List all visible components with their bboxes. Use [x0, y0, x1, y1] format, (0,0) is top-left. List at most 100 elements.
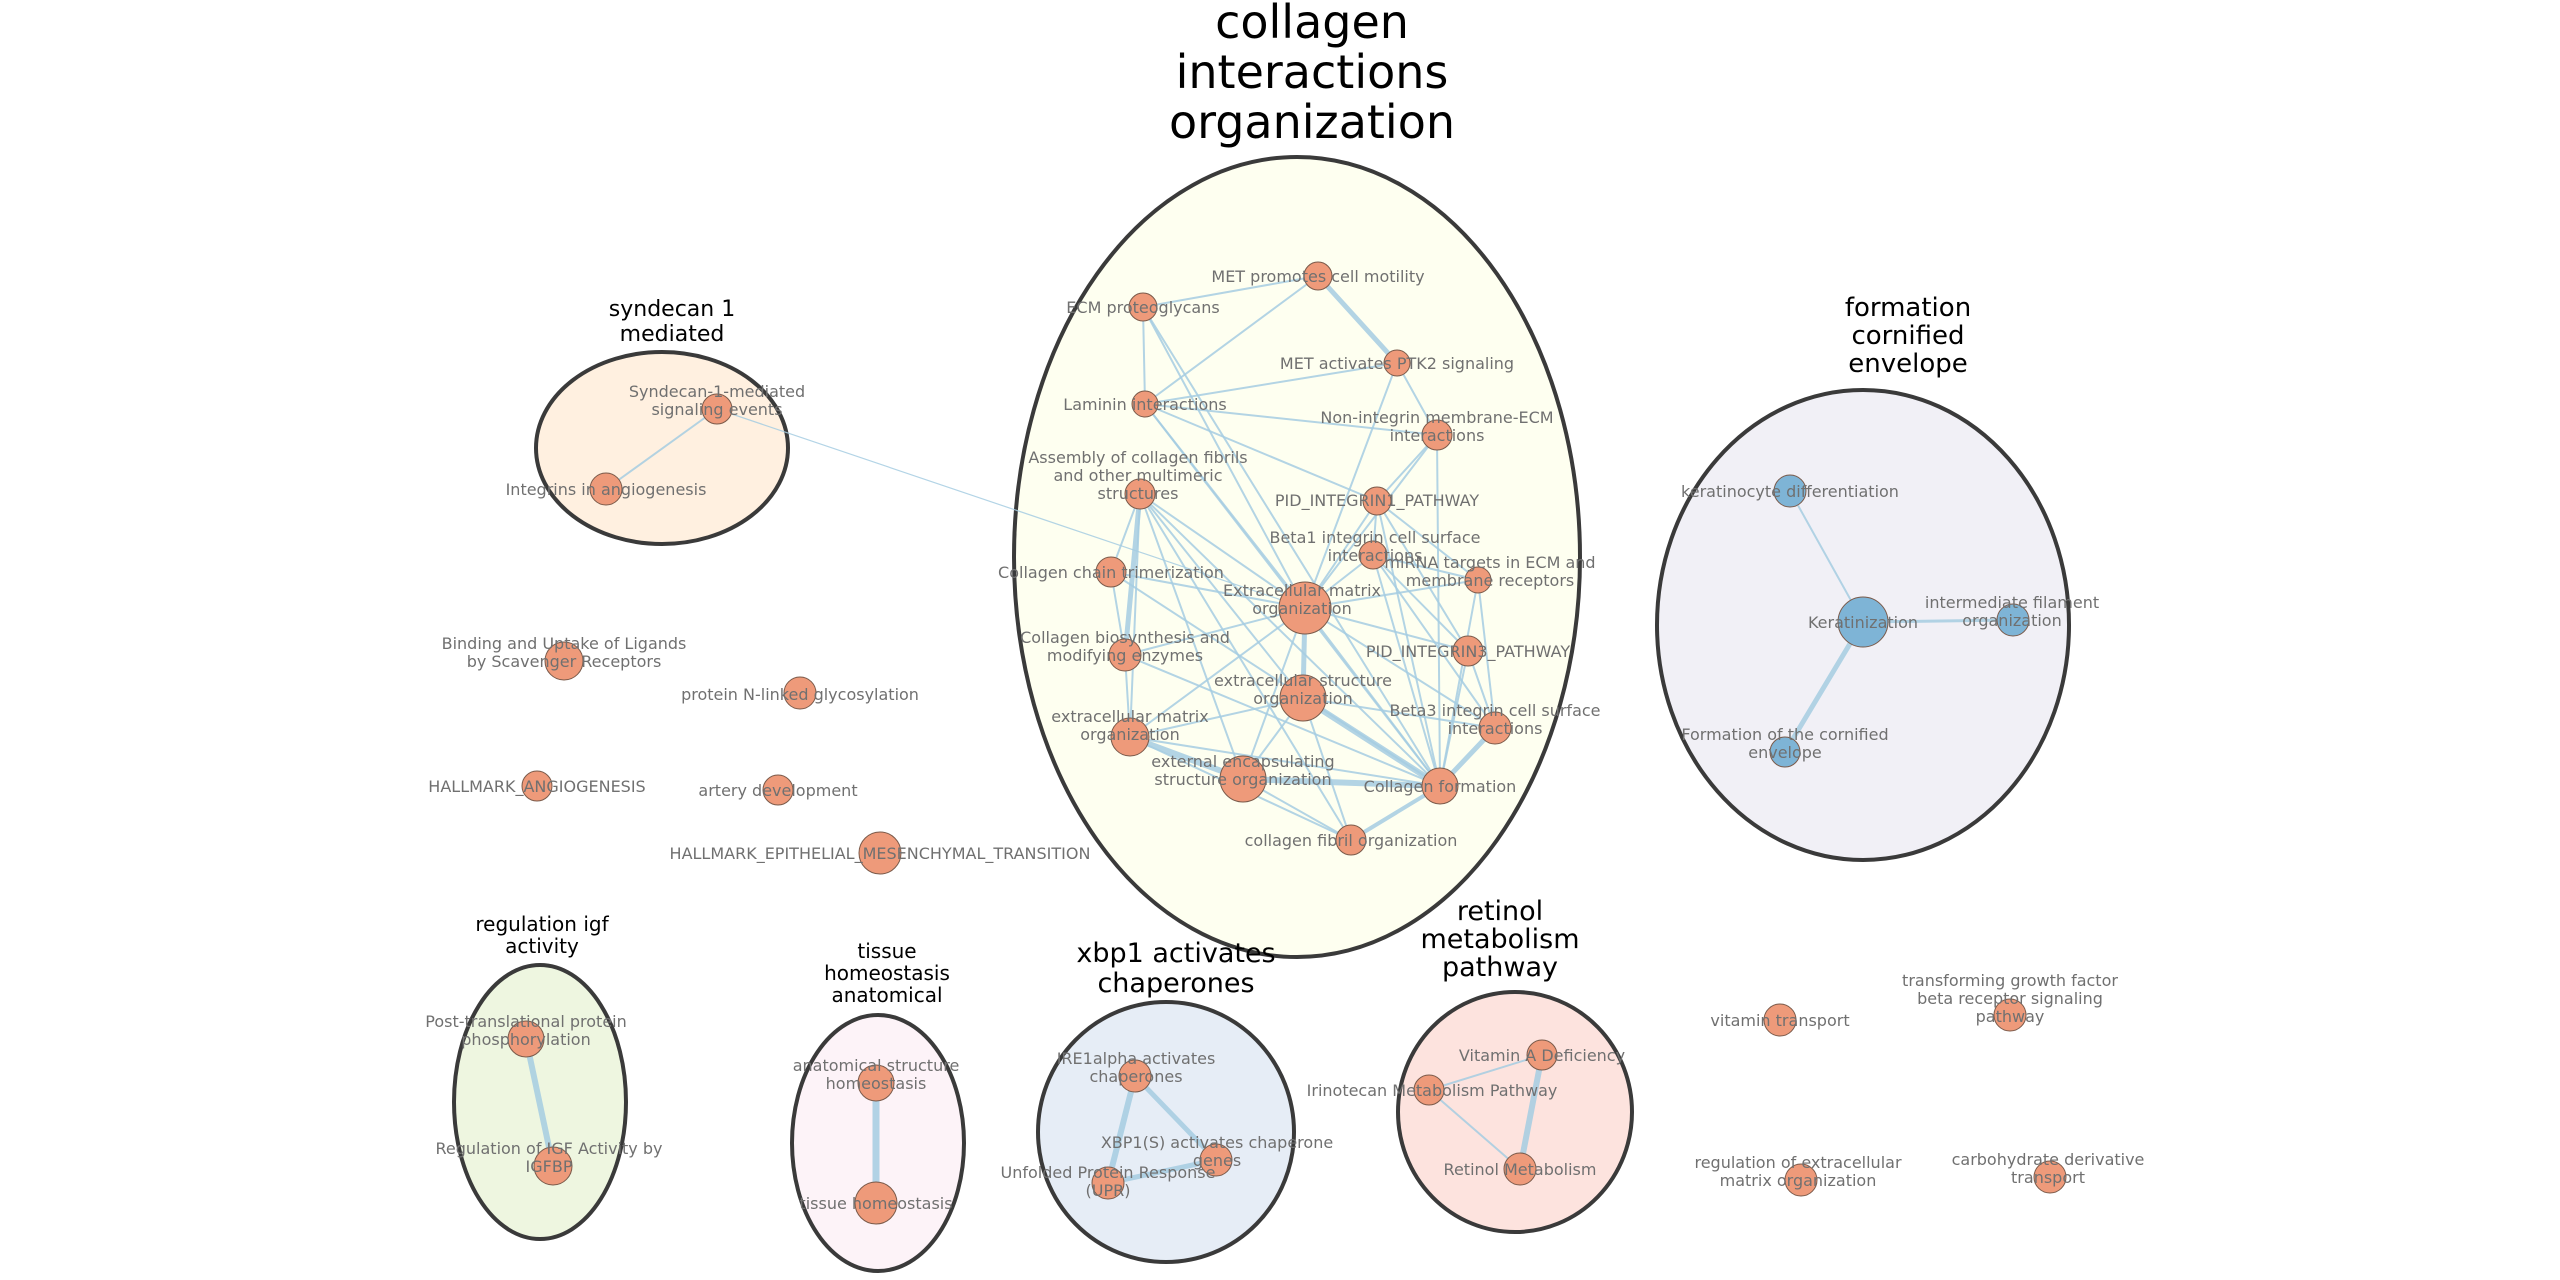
node-label-tgf_beta: transforming growth factor beta receptor … — [1902, 971, 2118, 1026]
cluster-title-line: syndecan 1 — [609, 297, 735, 322]
node-cornified_envelope[interactable] — [1769, 736, 1801, 768]
node-ecm_organization_main[interactable] — [1278, 581, 1332, 635]
edge-laminin-non_integrin — [1144, 403, 1438, 436]
node-carbohydrate_transport[interactable] — [2033, 1160, 2067, 1194]
node-assembly_collagen[interactable] — [1124, 478, 1156, 510]
node-artery_development[interactable] — [762, 774, 794, 806]
node-label-post_translational: Post-translational protein phosphorylatio… — [425, 1012, 627, 1049]
node-vitamin_transport[interactable] — [1763, 1003, 1797, 1037]
node-label-line: Collagen chain trimerization — [998, 563, 1224, 582]
cluster-title-collagen: collagen interactions organization — [1169, 0, 1455, 149]
cluster-title-line: formation — [1845, 293, 1971, 323]
node-label-hallmark_angiogenesis: HALLMARK_ANGIOGENESIS — [428, 777, 645, 797]
edge-vitamin_a_deficiency-retinol_metabolism — [1517, 1052, 1545, 1172]
node-label-line: chaperones — [1089, 1067, 1182, 1086]
node-laminin[interactable] — [1131, 390, 1159, 418]
node-protein_n_linked[interactable] — [783, 676, 817, 710]
node-syndecan_targets[interactable] — [701, 393, 733, 425]
node-ecm_organization_lower[interactable] — [1110, 717, 1150, 757]
node-label-collagen_trimerization: Collagen chain trimerization — [998, 563, 1224, 582]
cluster-title-tissue: tissue homeostasis anatomical — [824, 939, 950, 1007]
cluster-title-cornified: formation cornified envelope — [1845, 293, 1971, 379]
node-keratinocyte_diff[interactable] — [1773, 474, 1807, 508]
edge-met_motility-ecm_proteoglycans — [1142, 275, 1319, 308]
edge-pid_integrin1-pid_integrin3 — [1376, 500, 1469, 652]
node-collagen_fibril[interactable] — [1335, 824, 1367, 856]
node-label-vitamin_transport: vitamin transport — [1710, 1011, 1849, 1030]
node-label-line: Unfolded Protein Response — [1001, 1163, 1216, 1182]
node-met_ptk2[interactable] — [1383, 349, 1411, 377]
node-label-line: by Scavenger Receptors — [467, 652, 662, 671]
node-collagen_formation[interactable] — [1421, 767, 1459, 805]
node-beta1_integrin[interactable] — [1358, 540, 1388, 570]
node-label-syndecan_targets: Syndecan-1-mediated signaling events — [629, 382, 805, 419]
node-label-line: homeostasis — [826, 1074, 927, 1093]
node-regulation_igf[interactable] — [533, 1146, 573, 1186]
node-tgf_beta[interactable] — [1993, 998, 2027, 1032]
node-external_encapsulating[interactable] — [1219, 755, 1267, 803]
node-label-beta1_integrin: Beta1 integrin cell surface interactions — [1269, 528, 1480, 565]
edge-met_motility-laminin — [1144, 275, 1319, 405]
node-vitamin_a_deficiency[interactable] — [1526, 1039, 1558, 1071]
node-non_integrin[interactable] — [1421, 419, 1453, 451]
edge-layer — [523, 273, 2015, 1207]
node-label-beta3_integrin: Beta3 integrin cell surface interactions — [1389, 701, 1600, 738]
node-post_translational[interactable] — [507, 1020, 545, 1058]
node-label-carbohydrate_transport: carbohydrate derivative transport — [1952, 1150, 2145, 1187]
node-integrins_angiogenesis[interactable] — [589, 472, 623, 506]
node-retinol_metabolism[interactable] — [1503, 1152, 1537, 1186]
node-tissue_homeostasis[interactable] — [854, 1181, 898, 1225]
node-label-line: structure organization — [1154, 770, 1331, 789]
node-label-line: tissue homeostasis — [799, 1194, 952, 1213]
node-intermediate_filament[interactable] — [1996, 603, 2030, 637]
node-xbp1s[interactable] — [1199, 1143, 1233, 1177]
node-label-line: Assembly of collagen fibrils — [1028, 448, 1247, 467]
node-label-line: pathway — [1976, 1007, 2045, 1026]
edge-extracellular_structure-ecm_organization_lower — [1129, 697, 1304, 738]
node-label-non_integrin: Non-integrin membrane-ECM interactions — [1320, 408, 1553, 445]
node-label-line: HALLMARK_EPITHELIAL_MESENCHYMAL_TRANSITI… — [670, 844, 1091, 864]
node-hallmark_angiogenesis[interactable] — [521, 770, 553, 802]
label-layer: MET promotes cell motility ECM proteoglyc… — [425, 267, 2144, 1213]
cluster-title-line: metabolism — [1420, 924, 1579, 955]
node-beta3_integrin[interactable] — [1478, 711, 1512, 745]
edge-met_motility-met_ptk2 — [1315, 273, 1400, 366]
node-layer — [507, 261, 2067, 1225]
edge-ecm_organization_main-collagen_formation — [1304, 607, 1441, 787]
node-ire1alpha[interactable] — [1118, 1059, 1152, 1093]
node-upr[interactable] — [1091, 1166, 1125, 1200]
node-ecm_proteoglycans[interactable] — [1128, 292, 1158, 322]
node-regulation_ecm[interactable] — [1784, 1163, 1818, 1197]
node-irinotecan[interactable] — [1413, 1074, 1445, 1106]
node-label-pid_integrin3: PID_INTEGRIN3_PATHWAY — [1366, 642, 1570, 662]
node-label-line: Collagen biosynthesis and — [1020, 628, 1230, 647]
node-label-line: XBP1(S) activates chaperone — [1101, 1133, 1333, 1152]
node-label-line: carbohydrate derivative — [1952, 1150, 2145, 1169]
node-collagen_biosynthesis[interactable] — [1108, 638, 1142, 672]
node-anatomical_homeostasis[interactable] — [857, 1064, 895, 1102]
cluster-title-line: tissue — [857, 939, 916, 963]
node-extracellular_structure[interactable] — [1279, 674, 1327, 722]
node-label-line: organization — [1252, 599, 1351, 618]
edge-collagen_formation-mirna_ecm — [1439, 579, 1479, 787]
edge-assembly_collagen-ecm_organization_main — [1139, 493, 1306, 609]
node-keratinization[interactable] — [1837, 596, 1889, 648]
node-met_motility[interactable] — [1303, 261, 1333, 291]
node-collagen_trimerization[interactable] — [1095, 556, 1127, 588]
node-label-line: envelope — [1748, 743, 1822, 762]
node-label-line: artery development — [698, 781, 857, 800]
node-pid_integrin3[interactable] — [1452, 635, 1484, 667]
cluster-title-line: activity — [505, 934, 579, 958]
cluster-title-line: collagen — [1215, 0, 1409, 49]
cluster-title-line: organization — [1169, 95, 1455, 149]
node-label-ire1alpha: IRE1alpha activates chaperones — [1057, 1049, 1216, 1086]
node-label-line: vitamin transport — [1710, 1011, 1849, 1030]
node-label-line: collagen fibril organization — [1245, 831, 1458, 850]
node-hallmark_emt[interactable] — [858, 831, 902, 875]
node-pid_integrin1[interactable] — [1362, 486, 1392, 516]
node-binding_uptake[interactable] — [544, 641, 584, 681]
node-mirna_ecm[interactable] — [1464, 566, 1492, 594]
edge-mirna_ecm-beta3_integrin — [1477, 579, 1496, 729]
node-label-line: beta receptor signaling — [1917, 989, 2103, 1008]
cluster-title-igf: regulation igf activity — [475, 912, 609, 958]
